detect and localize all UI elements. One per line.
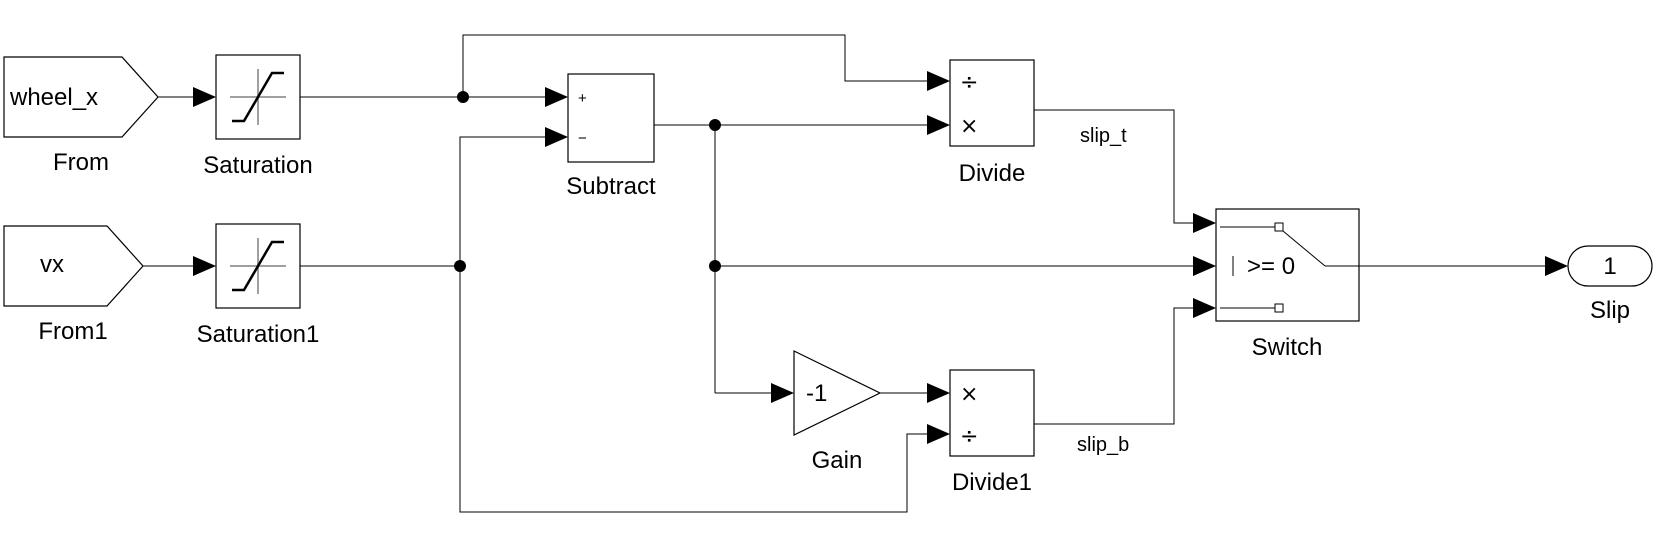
divide-label: Divide [959, 160, 1026, 187]
gain-label: Gain [812, 447, 863, 474]
arrowhead [1545, 256, 1568, 276]
wire-sat1-to-divide1-den[interactable] [459, 266, 930, 513]
arrowhead [771, 383, 794, 403]
arrowhead [927, 424, 950, 444]
from-value: wheel_x [9, 84, 98, 111]
wire-sat-to-divide-num[interactable] [462, 34, 930, 97]
switch-block[interactable]: >= 0 Switch [1215, 208, 1360, 361]
arrowhead [545, 87, 568, 107]
saturation1-block[interactable]: Saturation1 [197, 223, 320, 348]
from1-label: From1 [38, 318, 107, 345]
divide1-label: Divide1 [952, 469, 1032, 496]
switch-criteria: >= 0 [1247, 253, 1295, 280]
signal-lines [143, 34, 1548, 513]
divide-op-multiply: × [960, 114, 978, 139]
branch-point [457, 91, 469, 103]
signal-label-slip-t: slip_t [1080, 125, 1127, 147]
subtract-block[interactable]: + − Subtract [566, 73, 656, 200]
arrowhead [927, 115, 950, 135]
branch-points [454, 91, 721, 272]
branch-point [709, 260, 721, 272]
gain-value: -1 [806, 380, 827, 407]
arrowhead [1193, 256, 1216, 276]
arrowhead [927, 383, 950, 403]
subtract-label: Subtract [566, 173, 656, 200]
wire-slip-b[interactable] [1034, 307, 1196, 425]
branch-point [454, 260, 466, 272]
wire-sat1-to-subtract-minus[interactable] [459, 136, 548, 266]
wire-slip-t[interactable] [1034, 109, 1196, 224]
branch-point [709, 119, 721, 131]
outport-number: 1 [1603, 253, 1616, 280]
arrowheads [193, 71, 1568, 444]
switch-icon [1220, 222, 1359, 313]
arrowhead [1193, 298, 1216, 318]
arrowhead [193, 256, 216, 276]
divide1-block[interactable]: × ÷ Divide1 [949, 369, 1035, 496]
subtract-plus-sign: + [578, 90, 587, 107]
arrowhead [1193, 213, 1216, 233]
arrowhead [545, 127, 568, 147]
divide-block[interactable]: ÷ × Divide [949, 59, 1035, 187]
divide-op-divide: ÷ [960, 70, 978, 95]
from1-block[interactable]: vx From1 [3, 225, 144, 345]
subtract-minus-sign: − [578, 130, 587, 147]
switch-label: Switch [1252, 334, 1323, 361]
signal-label-slip-b: slip_b [1077, 434, 1129, 456]
divide1-op-multiply: × [960, 382, 978, 407]
from-label: From [53, 149, 109, 176]
from1-value: vx [40, 251, 64, 278]
saturation-block[interactable]: Saturation [203, 54, 313, 179]
arrowhead [193, 87, 216, 107]
outport-block[interactable]: 1 Slip [1567, 245, 1653, 324]
gain-block[interactable]: -1 Gain [793, 350, 882, 474]
divide1-op-divide: ÷ [960, 424, 978, 449]
saturation-icon [230, 238, 286, 294]
outport-label: Slip [1590, 297, 1630, 324]
from-block[interactable]: wheel_x From [3, 56, 159, 176]
saturation-icon [230, 69, 286, 125]
saturation-label: Saturation [203, 152, 312, 179]
saturation1-label: Saturation1 [197, 321, 320, 348]
arrowhead [927, 71, 950, 91]
